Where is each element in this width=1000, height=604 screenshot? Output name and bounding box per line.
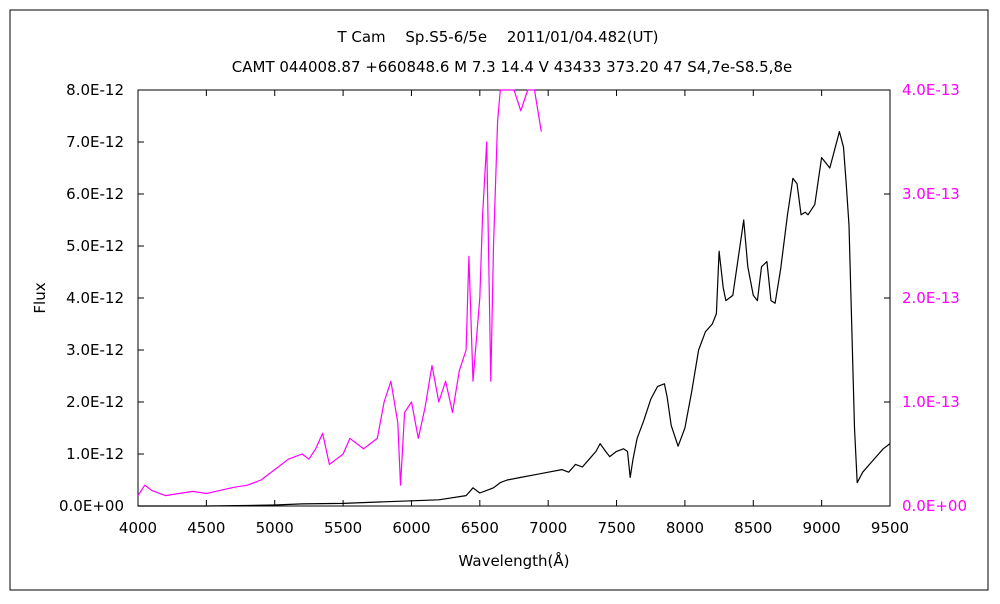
x-tick-label: 4500 <box>187 519 225 537</box>
y-tick-label: 1.0E-12 <box>66 445 124 463</box>
x-tick-label: 9500 <box>871 519 909 537</box>
x-tick-label: 4000 <box>119 519 157 537</box>
y-tick-label: 5.0E-12 <box>66 237 124 255</box>
y-tick-label: 0.0E+00 <box>59 497 124 515</box>
series-layer <box>137 89 891 507</box>
x-tick-label: 6000 <box>392 519 430 537</box>
series-line-black <box>138 131 891 507</box>
y-tick-label: 7.0E-12 <box>66 133 124 151</box>
y2-tick-label: 3.0E-13 <box>902 185 960 203</box>
y2-tick-label: 4.0E-13 <box>902 81 960 99</box>
x-tick-label: 7000 <box>529 519 567 537</box>
y-axis-ticks: 0.0E+00 1.0E-12 2.0E-12 3.0E-12 4.0E-12 5.0E-… <box>59 81 144 515</box>
series-line-magenta <box>137 89 542 497</box>
y2-axis-ticks: 0.0E+00 1.0E-13 2.0E-13 3.0E-13 4.0E-13 <box>884 81 967 515</box>
chart-frame <box>9 9 989 591</box>
y2-tick-label: 0.0E+00 <box>902 497 967 515</box>
y2-tick-label: 1.0E-13 <box>902 393 960 411</box>
y2-tick-label: 2.0E-13 <box>902 289 960 307</box>
y-tick-label: 4.0E-12 <box>66 289 124 307</box>
x-tick-label: 5500 <box>324 519 362 537</box>
x-tick-label: 9000 <box>803 519 841 537</box>
plot-area <box>137 89 891 507</box>
chart-title: T Cam Sp.S5-6/5e 2011/01/04.482(UT) <box>336 28 658 46</box>
y-axis-label: Flux <box>31 282 49 313</box>
y-tick-label: 2.0E-12 <box>66 393 124 411</box>
y-tick-label: 6.0E-12 <box>66 185 124 203</box>
y-tick-label: 3.0E-12 <box>66 341 124 359</box>
x-tick-label: 8000 <box>666 519 704 537</box>
y-tick-label: 8.0E-12 <box>66 81 124 99</box>
x-tick-label: 5000 <box>256 519 294 537</box>
x-axis-label: Wavelength(Å) <box>459 551 570 570</box>
x-tick-label: 8500 <box>734 519 772 537</box>
x-tick-label: 7500 <box>597 519 635 537</box>
x-axis-ticks: 4000 4500 5000 5500 6000 6500 7000 7500 8000 8500… <box>119 90 909 537</box>
chart-subtitle: CAMT 044008.87 +660848.6 M 7.3 14.4 V 43… <box>232 58 792 76</box>
x-tick-label: 6500 <box>461 519 499 537</box>
